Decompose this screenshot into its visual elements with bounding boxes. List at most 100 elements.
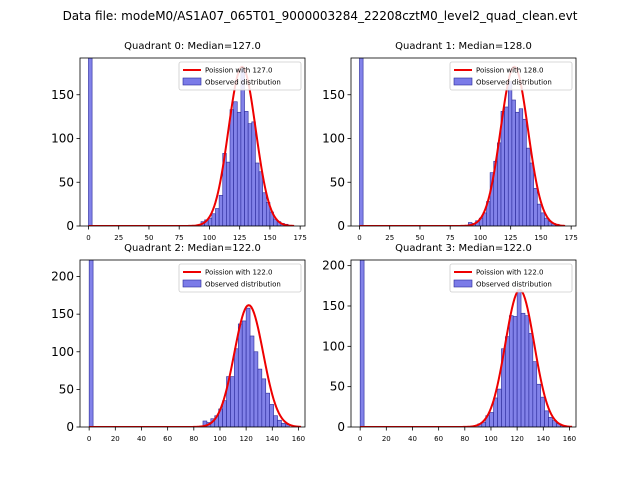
y-tick-label: 200 (51, 270, 74, 284)
y-tick-label: 0 (66, 420, 74, 434)
histogram-bar (251, 121, 256, 226)
x-tick-label: 175 (564, 234, 577, 242)
histogram-bar (508, 315, 514, 427)
quadrant-1-panel: 0 50 100 150 0 25 50 75 100 125 150 175 Quadrant 1: … (322, 41, 578, 242)
histogram-bar (258, 171, 263, 226)
axes-frame (350, 57, 577, 227)
histogram-bar (533, 188, 538, 226)
histogram-bar (244, 111, 249, 226)
histogram-bar (262, 192, 267, 226)
y-tick-label: 150 (322, 299, 345, 313)
legend-curve-label: Poission with 122.0 (476, 269, 544, 277)
histogram-bar (515, 111, 520, 226)
histogram-bar (211, 213, 216, 226)
histogram-bar (257, 368, 263, 427)
x-tick-label: 175 (293, 234, 306, 242)
histogram-bars (88, 58, 289, 226)
x-tick-label: 25 (114, 234, 123, 242)
histogram-bar (511, 99, 516, 226)
histogram-bar (255, 162, 260, 226)
histogram-bar (548, 417, 553, 427)
panel-title: Quadrant 0: Median=127.0 (124, 41, 261, 52)
histogram-bar (359, 58, 364, 226)
histogram-bar (516, 289, 522, 427)
x-tick-label: 125 (504, 234, 517, 242)
histogram-bar (234, 348, 239, 427)
x-tick-label: 75 (446, 234, 455, 242)
x-tick-label: 0 (86, 234, 90, 242)
x-tick-label: 140 (537, 435, 550, 443)
legend-hist-label: Observed distribution (476, 79, 552, 87)
figure-title: Data file: modeM0/AS1A07_065T01_90000032… (63, 9, 578, 23)
histogram-bar (281, 422, 286, 427)
histogram-bar (249, 335, 255, 427)
y-tick-label: 150 (322, 88, 345, 102)
histogram-bar (522, 118, 527, 226)
panel-title: Quadrant 1: Median=128.0 (395, 41, 532, 52)
x-tick-label: 100 (203, 234, 216, 242)
x-tick-label: 125 (233, 234, 246, 242)
histogram-bar (544, 410, 549, 427)
panel-title: Quadrant 3: Median=122.0 (395, 243, 532, 254)
histogram-bar (520, 312, 526, 427)
histogram-bar (493, 397, 498, 427)
histogram-bar (528, 333, 534, 427)
histogram-bar (536, 383, 541, 427)
histogram-bar (518, 108, 524, 226)
legend-hist-swatch (453, 77, 473, 86)
histogram-bar (359, 260, 365, 427)
x-tick-label: 80 (460, 435, 469, 443)
x-tick-label: 160 (292, 435, 305, 443)
legend-hist-swatch (182, 77, 202, 86)
histogram-bar (526, 147, 531, 226)
histogram-bar (524, 315, 530, 427)
axes-frame (79, 259, 306, 428)
axes-frame (350, 259, 577, 428)
legend-hist-label: Observed distribution (205, 79, 281, 87)
x-tick-label: 120 (510, 435, 523, 443)
x-tick-label: 0 (358, 435, 362, 443)
y-tick-label: 0 (66, 219, 74, 233)
histogram-bar (240, 68, 245, 226)
histogram-bar (512, 316, 518, 427)
panel-title: Quadrant 2: Median=122.0 (124, 243, 261, 254)
y-tick-label: 50 (330, 175, 345, 189)
x-tick-label: 0 (357, 234, 361, 242)
y-tick-label: 50 (59, 382, 74, 396)
legend-hist-swatch (453, 279, 473, 288)
x-tick-label: 100 (474, 234, 487, 242)
y-tick-label: 0 (337, 420, 345, 434)
x-tick-label: 75 (175, 234, 184, 242)
histogram-bar (507, 81, 513, 226)
y-tick-label: 100 (51, 132, 74, 146)
x-tick-label: 25 (385, 234, 394, 242)
histogram-bar (88, 260, 94, 427)
x-tick-label: 50 (415, 234, 424, 242)
histogram-bar (536, 203, 542, 226)
histogram-bar (233, 101, 238, 226)
legend-box (449, 263, 573, 293)
histogram-bar (489, 412, 494, 427)
x-tick-label: 60 (434, 435, 443, 443)
x-tick-label: 0 (87, 435, 91, 443)
y-tick-label: 150 (51, 88, 74, 102)
x-tick-label: 120 (239, 435, 252, 443)
histogram-bars (359, 260, 565, 427)
y-tick-label: 50 (330, 380, 345, 394)
legend-curve-label: Poission with 127.0 (205, 67, 273, 75)
y-tick-label: 100 (322, 339, 345, 353)
histogram-bar (532, 361, 538, 427)
histogram-bar (261, 378, 267, 427)
histogram-bar (265, 392, 270, 427)
histogram-bar (241, 320, 247, 427)
legend-hist-label: Observed distribution (476, 281, 552, 289)
x-tick-label: 140 (266, 435, 279, 443)
x-tick-label: 20 (382, 435, 391, 443)
legend: Poission with 122.0 Observed distribution (178, 263, 302, 293)
histogram-bar (277, 419, 282, 427)
histogram-bar (540, 212, 545, 226)
quadrant-0-panel: 0 50 100 150 0 25 50 75 100 125 150 175 Quadrant 0: … (51, 41, 307, 242)
x-tick-label: 100 (484, 435, 497, 443)
legend-hist-swatch (182, 279, 202, 288)
y-tick-label: 100 (322, 132, 345, 146)
